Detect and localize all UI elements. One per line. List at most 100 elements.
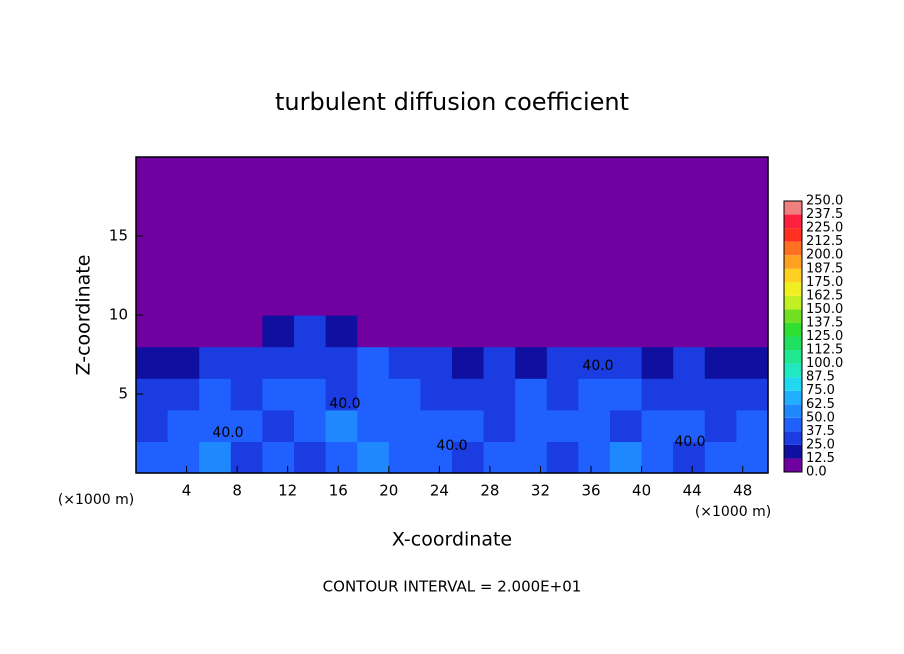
- cell: [452, 346, 485, 379]
- cell: [199, 441, 232, 474]
- colorbar-label: 237.5: [806, 207, 843, 222]
- cell: [230, 283, 263, 316]
- cell: [673, 220, 706, 253]
- cell: [704, 157, 737, 190]
- cell: [420, 220, 453, 253]
- contour-label: 40.0: [212, 425, 243, 441]
- colorbar-label: 62.5: [806, 397, 835, 412]
- x-tick-label: 36: [581, 482, 600, 500]
- colorbar-label: 200.0: [806, 248, 843, 263]
- x-tick-label: 40: [632, 482, 651, 500]
- cell: [546, 157, 579, 190]
- cell: [515, 188, 548, 221]
- cell: [673, 283, 706, 316]
- cell: [199, 283, 232, 316]
- cell: [546, 441, 579, 474]
- cell: [294, 157, 327, 190]
- cell: [515, 315, 548, 348]
- cell: [199, 157, 232, 190]
- cell: [452, 441, 485, 474]
- colorbar-segment: [784, 417, 802, 432]
- cell: [673, 378, 706, 411]
- colorbar-label: 150.0: [806, 302, 843, 317]
- cell: [704, 409, 737, 442]
- cell: [610, 283, 643, 316]
- colorbar-label: 37.5: [806, 424, 835, 439]
- cell: [578, 283, 611, 316]
- cell: [136, 157, 169, 190]
- cell: [483, 283, 516, 316]
- colorbar-label: 212.5: [806, 234, 843, 249]
- x-tick-label: 12: [278, 482, 297, 500]
- colorbar-label: 187.5: [806, 261, 843, 276]
- cell: [483, 251, 516, 284]
- colorbar-segment: [784, 282, 802, 296]
- cell: [294, 283, 327, 316]
- x-axis-label: X-coordinate: [392, 529, 512, 551]
- cell: [199, 315, 232, 348]
- colorbar-segment: [784, 404, 802, 418]
- cell: [704, 283, 737, 316]
- x-tick-label: 44: [683, 482, 702, 500]
- cell: [136, 283, 169, 316]
- colorbar-segment: [784, 431, 802, 445]
- cell: [515, 220, 548, 253]
- cell: [357, 283, 390, 316]
- cell: [357, 441, 390, 474]
- cell: [230, 346, 263, 379]
- x-tick-label: 20: [379, 482, 398, 500]
- cell: [610, 409, 643, 442]
- cell: [262, 157, 295, 190]
- cell: [136, 251, 169, 284]
- cell: [294, 315, 327, 348]
- cell: [325, 409, 358, 442]
- cell: [262, 346, 295, 379]
- cell: [546, 251, 579, 284]
- cell: [167, 220, 200, 253]
- colorbar-label: 225.0: [806, 221, 843, 236]
- cell: [388, 220, 421, 253]
- cell: [167, 346, 200, 379]
- cell: [578, 251, 611, 284]
- cell: [388, 251, 421, 284]
- cell: [357, 409, 390, 442]
- cell: [452, 378, 485, 411]
- cell: [515, 346, 548, 379]
- cell: [641, 188, 674, 221]
- cell: [167, 188, 200, 221]
- cell: [136, 188, 169, 221]
- cell: [673, 346, 706, 379]
- y-tick-label: 15: [109, 227, 128, 245]
- cell: [641, 441, 674, 474]
- colorbar-segment: [784, 201, 802, 215]
- cell: [420, 157, 453, 190]
- cell: [452, 283, 485, 316]
- cell: [736, 346, 769, 379]
- cell: [704, 315, 737, 348]
- cell: [673, 188, 706, 221]
- colorbar-label: 137.5: [806, 315, 843, 330]
- cell: [388, 409, 421, 442]
- colorbar-label: 162.5: [806, 288, 843, 303]
- cell: [483, 315, 516, 348]
- colorbar-segment: [784, 241, 802, 256]
- cell: [483, 409, 516, 442]
- cell: [704, 251, 737, 284]
- cell: [294, 220, 327, 253]
- cell: [452, 251, 485, 284]
- cell: [357, 378, 390, 411]
- cell: [388, 283, 421, 316]
- cell: [325, 441, 358, 474]
- cell: [325, 157, 358, 190]
- x-tick-label: 48: [733, 482, 752, 500]
- cell: [483, 346, 516, 379]
- cell: [199, 220, 232, 253]
- cell: [199, 409, 232, 442]
- x-unit-label: (×1000 m): [58, 492, 134, 508]
- cell: [578, 157, 611, 190]
- chart-title: turbulent diffusion coefficient: [275, 88, 629, 116]
- colorbar-label: 125.0: [806, 329, 843, 344]
- cell: [262, 188, 295, 221]
- cell: [199, 188, 232, 221]
- cell: [325, 283, 358, 316]
